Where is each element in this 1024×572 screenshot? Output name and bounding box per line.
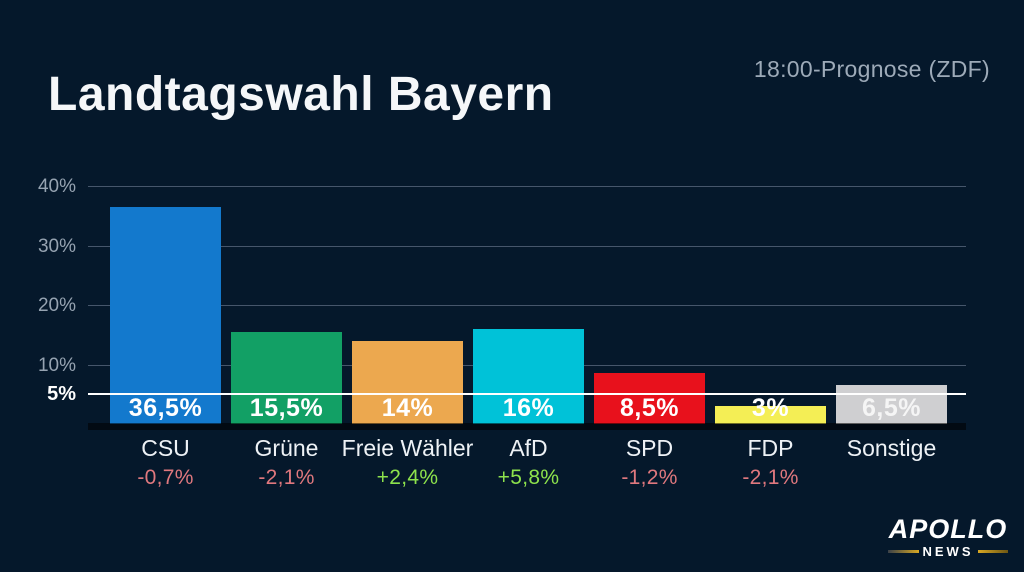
brand-sub-row: NEWS bbox=[888, 545, 1008, 558]
bar-csu bbox=[110, 206, 221, 424]
brand-sub: NEWS bbox=[922, 544, 974, 559]
x-axis-label-gr-ne: Grüne bbox=[254, 435, 319, 461]
brand-rule-right bbox=[977, 550, 1008, 553]
bar-value-afd: 16% bbox=[502, 394, 555, 422]
bar-value-csu: 36,5% bbox=[128, 394, 203, 422]
change-label-freie-w-hler: +2,4% bbox=[376, 466, 439, 489]
gridline-40- bbox=[88, 186, 966, 187]
brand-rule-left bbox=[888, 550, 919, 553]
x-axis-label-spd: SPD bbox=[625, 435, 674, 461]
change-label-afd: +5,8% bbox=[497, 466, 560, 489]
brand-name: APOLLO bbox=[888, 514, 1008, 544]
x-axis-label-fdp: FDP bbox=[747, 435, 794, 461]
change-label-spd: -1,2% bbox=[621, 466, 678, 489]
y-axis-label-40-: 40% bbox=[37, 176, 76, 197]
y-axis-label-30-: 30% bbox=[37, 235, 76, 257]
bar-value-gr-ne: 15,5% bbox=[249, 394, 324, 422]
gridline-20- bbox=[88, 305, 966, 306]
bar-value-sonstige: 6,5% bbox=[862, 394, 921, 422]
x-axis-label-csu: CSU bbox=[141, 435, 190, 461]
bar-gr-ne bbox=[231, 331, 342, 424]
x-axis-label-sonstige: Sonstige bbox=[846, 435, 937, 461]
bar-spd bbox=[594, 373, 705, 424]
change-label-fdp: -2,1% bbox=[742, 466, 799, 489]
bar-value-freie-w-hler: 14% bbox=[381, 394, 434, 422]
bar-fdp bbox=[715, 406, 826, 424]
apollo-news-logo: APOLLO NEWS bbox=[888, 516, 1008, 558]
change-label-gr-ne: -2,1% bbox=[258, 466, 315, 489]
x-axis-label-freie-w-hler: Freie Wähler bbox=[341, 435, 474, 461]
x-axis-baseline bbox=[88, 423, 966, 430]
bar-value-fdp: 3% bbox=[751, 394, 790, 422]
page-title: Landtagswahl Bayern bbox=[48, 68, 554, 122]
bar-freie-w-hler bbox=[352, 340, 463, 424]
y-axis-label-20-: 20% bbox=[37, 295, 76, 316]
y-axis-label-10-: 10% bbox=[37, 354, 76, 376]
x-axis-label-afd: AfD bbox=[509, 435, 548, 461]
prognosis-subtitle: 18:00-Prognose (ZDF) bbox=[753, 56, 990, 82]
y-axis-label-5-: 5% bbox=[47, 383, 76, 406]
bar-afd bbox=[473, 328, 584, 424]
five-percent-threshold-line bbox=[88, 393, 966, 396]
change-label-csu: -0,7% bbox=[137, 466, 194, 489]
bar-value-spd: 8,5% bbox=[620, 394, 679, 422]
bar-sonstige bbox=[836, 385, 947, 424]
gridline-30- bbox=[88, 245, 966, 247]
